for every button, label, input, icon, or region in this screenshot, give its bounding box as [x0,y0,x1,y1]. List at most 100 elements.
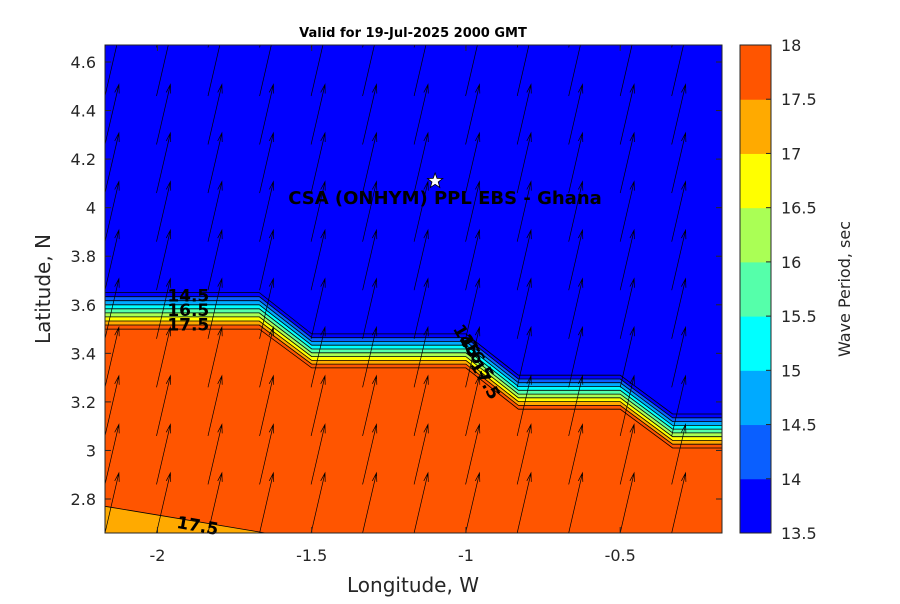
x-tick-label: -2 [149,546,165,565]
wave-direction-arrow [465,471,481,533]
wave-direction-arrow [723,279,737,339]
wave-direction-arrow [723,473,737,533]
colorbar-tick-label: 15.5 [781,307,817,326]
wave-direction-arrow [310,180,326,242]
wave-direction-arrow [671,228,687,291]
wave-direction-arrow [723,327,737,387]
wave-direction-arrow [259,45,272,97]
wave-direction-arrow [568,228,584,291]
wave-direction-arrow [465,374,481,436]
wave-direction-arrow [207,45,221,97]
contour-label: 16.5 [167,301,209,321]
wave-direction-arrow [619,325,635,388]
colorbar-tick-label: 14.5 [781,416,817,435]
wave-direction-arrow [516,45,530,97]
wave-direction-arrow [413,277,429,339]
contour-band [105,325,722,448]
x-axis-label: Longitude, W [347,573,479,597]
wave-direction-arrow [362,277,378,339]
plot-frame [104,44,723,534]
contour-band [105,316,722,441]
wave-direction-arrow [156,45,169,97]
wave-direction-arrow [619,180,635,242]
colorbar-swatch [740,207,771,263]
wave-direction-arrow [156,277,172,339]
wave-direction-arrow [362,471,378,533]
wave-direction-arrow [413,180,429,242]
wave-direction-arrow [310,228,326,291]
wave-direction-arrow [723,230,737,290]
wave-direction-arrow [207,131,223,194]
wave-direction-arrow [310,374,326,436]
wave-direction-arrow [568,374,584,436]
x-tick-label: -1 [458,546,474,565]
wave-direction-arrow [156,180,172,242]
y-tick-label: 4.2 [71,150,96,169]
wave-direction-arrow [207,180,223,242]
y-tick-label: 4.6 [71,53,96,72]
colorbar-swatch [740,153,771,209]
wave-direction-arrow [259,131,275,194]
wave-direction-arrow [259,325,275,388]
wave-direction-arrow [156,374,172,436]
wave-direction-arrow [465,277,481,339]
wave-direction-arrow [568,83,584,145]
wave-direction-arrow [671,131,687,194]
wave-direction-arrow [105,471,120,533]
wave-direction-arrow [310,471,326,533]
wave-direction-arrow [671,45,673,48]
wave-direction-arrow [413,83,429,145]
y-axis-label: Latitude, N [31,234,55,344]
wave-direction-arrow [310,131,326,194]
wave-direction-arrow [671,423,687,485]
wave-direction-arrow [362,131,378,194]
wave-direction-arrow [207,471,223,533]
colorbar-swatch [740,478,771,534]
colorbar-frame [739,44,772,534]
chart-title: Valid for 19-Jul-2025 2000 GMT [299,26,527,41]
wave-direction-arrow [105,45,118,97]
wave-direction-arrow [568,325,584,388]
contour-band [105,321,722,445]
colorbar-label: Wave Period, sec [835,221,854,357]
wave-direction-arrow [259,45,261,48]
wave-direction-arrow [259,83,275,145]
wave-direction-arrow [362,325,378,388]
wave-direction-arrow [156,325,172,388]
wave-direction-arrow [207,45,209,48]
wave-direction-arrow [310,423,326,485]
wave-direction-arrow [413,374,429,436]
colorbar-swatch [740,370,771,426]
wave-direction-arrow [723,85,737,145]
wave-direction-arrow [723,182,737,242]
wave-direction-arrow [362,83,378,145]
wave-direction-arrow [413,423,429,485]
wave-direction-arrow [465,325,481,388]
wave-direction-arrow [671,325,687,388]
wave-direction-arrow [568,45,570,48]
wave-direction-arrow [156,45,158,48]
wave-direction-arrow [671,83,687,145]
x-tick-label: -1.5 [296,546,327,565]
colorbar: 13.5 14 14.5 15 15.5 16 16.5 17 17.5 18 [739,36,817,543]
wave-direction-arrow [568,423,584,485]
site-label: CSA (ONHYM) PPL EBS - Ghana [288,188,602,209]
wave-direction-arrow [310,45,324,97]
wave-direction-arrow [156,423,172,485]
wave-direction-arrow [362,423,378,485]
wave-direction-arrow [723,133,737,193]
x-axis: -2 -1.5 -1 -0.5 [149,45,636,565]
wave-direction-arrow [671,180,687,242]
contour-line [105,292,722,415]
wave-direction-arrow [310,325,326,388]
wave-direction-arrow [105,180,120,242]
wave-direction-arrow [465,45,478,97]
colorbar-tick-label: 17.5 [781,90,817,109]
wave-direction-arrow [207,83,223,145]
wave-direction-arrow [671,374,687,436]
wave-direction-arrow [619,228,635,291]
wave-direction-arrow [259,471,275,533]
wave-direction-arrow [619,45,622,48]
wave-direction-arrow [516,423,532,485]
